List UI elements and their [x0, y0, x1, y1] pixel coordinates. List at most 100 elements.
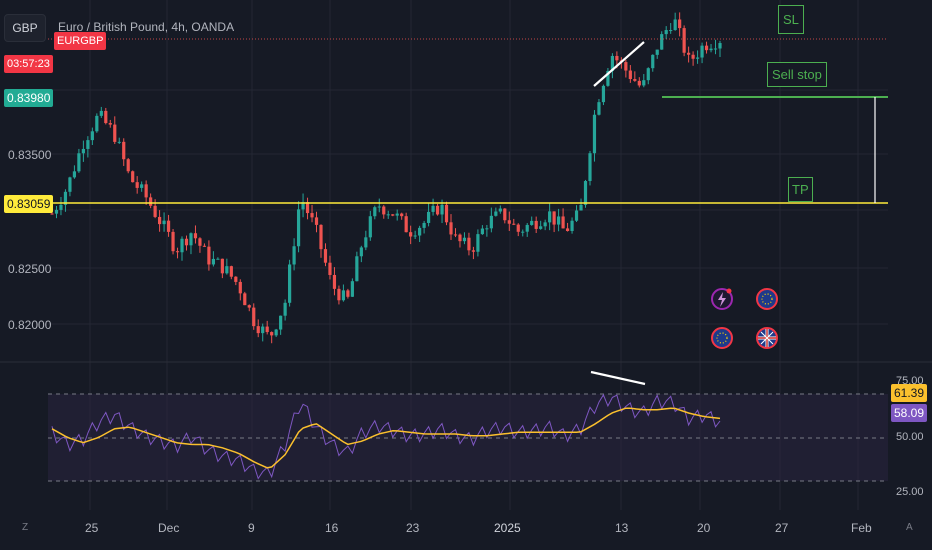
candle-body: [314, 217, 319, 225]
candle-body: [373, 207, 377, 217]
price-trendline[interactable]: [593, 41, 645, 87]
support-price-badge: 0.83059: [4, 195, 54, 213]
candle-body: [377, 206, 381, 208]
candle-body: [458, 234, 462, 242]
candle-body: [471, 250, 476, 252]
candle-body: [521, 231, 525, 233]
candle-body: [216, 258, 220, 260]
candle-body: [552, 211, 556, 225]
candle-body: [539, 226, 543, 229]
rsi-trendline[interactable]: [590, 370, 646, 386]
candle-body: [63, 191, 68, 205]
candle-body: [435, 205, 440, 215]
candle-body: [404, 216, 408, 233]
candle-body: [319, 224, 323, 250]
candle-body: [637, 80, 641, 86]
candle-body: [153, 205, 157, 217]
candle-body: [678, 19, 682, 29]
candle-body: [54, 209, 59, 214]
candle-body: [126, 159, 130, 172]
symbol-button[interactable]: GBP: [4, 14, 46, 42]
eu-flag-icon[interactable]: [756, 288, 778, 310]
candles: [50, 12, 722, 344]
candle-body: [337, 288, 341, 301]
candle-body: [664, 30, 668, 35]
candle-body: [548, 211, 552, 223]
candle-body: [543, 222, 547, 227]
uk-flag-icon[interactable]: [756, 327, 778, 349]
price-label: 0.82000: [8, 318, 52, 332]
candle-body: [633, 79, 637, 81]
ticker-badge: EURGBP: [54, 32, 107, 50]
candle-body: [485, 228, 489, 230]
candle-body: [171, 231, 175, 252]
candle-body: [718, 43, 722, 49]
rsi-axis-label: 25.00: [896, 486, 924, 498]
eu-flag-icon[interactable]: [711, 327, 733, 349]
candle-body: [77, 153, 81, 172]
candle-body: [561, 216, 565, 229]
candle-body: [180, 238, 184, 253]
candle-body: [579, 204, 583, 211]
candle-body: [359, 247, 363, 257]
candle-body: [225, 266, 229, 274]
time-label: 16: [325, 521, 339, 535]
candle-body: [704, 45, 709, 51]
candle-body: [50, 213, 54, 215]
candle-body: [288, 264, 292, 303]
rsi-ma-line: [51, 407, 721, 469]
candle-body: [243, 293, 247, 306]
candle-body: [503, 208, 507, 221]
candle-body: [104, 110, 108, 124]
candle-body: [247, 305, 251, 308]
candle-body: [476, 234, 480, 252]
sell-stop-label[interactable]: Sell stop: [767, 62, 827, 87]
candle-body: [274, 329, 278, 336]
zoom-button[interactable]: Z: [22, 522, 29, 533]
candle-body: [444, 204, 449, 223]
rsi-value-badge: 58.09: [891, 404, 928, 422]
candle-body: [122, 141, 126, 160]
candle-body: [480, 228, 484, 235]
candle-body: [95, 115, 99, 132]
candle-body: [512, 223, 516, 225]
time-label: 20: [697, 521, 711, 535]
candle-body: [117, 141, 121, 143]
candle-body: [530, 220, 534, 225]
candle-body: [310, 213, 314, 218]
candle-body: [583, 181, 588, 205]
candle-body: [175, 251, 180, 253]
candle-body: [592, 114, 597, 154]
price-label: 0.82500: [8, 262, 52, 276]
candle-body: [368, 216, 372, 238]
time-label: Dec: [158, 521, 180, 535]
candle-body: [570, 220, 574, 232]
candle-body: [673, 19, 677, 31]
lightning-icon[interactable]: [711, 288, 733, 310]
sl-label[interactable]: SL: [778, 5, 804, 34]
candle-body: [386, 214, 390, 216]
candle-body: [341, 290, 346, 301]
auto-scale-button[interactable]: A: [906, 522, 913, 533]
candle-body: [687, 52, 691, 55]
time-label: 25: [85, 521, 99, 535]
candle-body: [588, 153, 592, 182]
candle-body: [467, 237, 471, 251]
price-label: 0.83500: [8, 148, 52, 162]
candle-body: [144, 184, 148, 198]
candle-body: [162, 220, 166, 225]
candle-body: [283, 302, 287, 316]
countdown-badge: 03:57:23: [4, 55, 53, 73]
candle-body: [323, 249, 328, 263]
tp-label[interactable]: TP: [788, 177, 813, 202]
candle-body: [557, 216, 561, 225]
candle-body: [391, 214, 395, 216]
candle-body: [494, 211, 498, 216]
time-label: 27: [775, 521, 789, 535]
candle-body: [601, 85, 606, 103]
candle-body: [525, 224, 529, 232]
candle-body: [296, 209, 301, 247]
candle-body: [113, 124, 117, 142]
